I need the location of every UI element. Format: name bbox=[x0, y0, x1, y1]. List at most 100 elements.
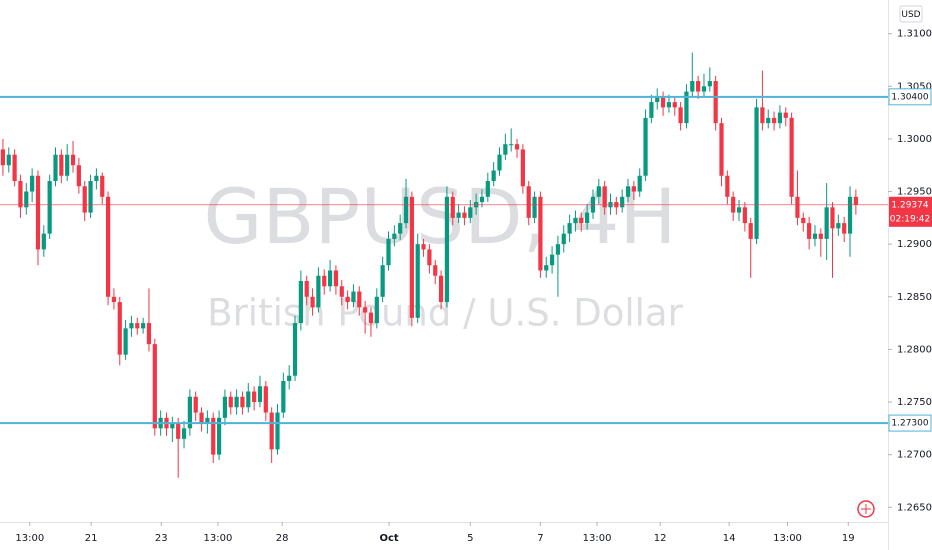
candle-body bbox=[707, 81, 712, 87]
y-tick-label: 1.30000 bbox=[897, 134, 932, 145]
candle-body bbox=[672, 102, 677, 108]
candle-body bbox=[310, 296, 315, 308]
y-tick-label: 1.26500 bbox=[897, 502, 932, 513]
x-tick-label: 12 bbox=[654, 533, 667, 544]
candle-body bbox=[427, 249, 432, 266]
candle-body bbox=[701, 86, 707, 92]
candle-body bbox=[252, 391, 257, 403]
symbol-watermark: GBPUSD, 4H bbox=[203, 172, 676, 261]
candle-body bbox=[187, 396, 192, 429]
candle-body bbox=[678, 107, 683, 124]
candle-body bbox=[170, 423, 175, 429]
candle-body bbox=[497, 154, 502, 171]
y-tick-label: 1.30500 bbox=[897, 81, 932, 92]
level-label: 1.30400 bbox=[891, 92, 928, 102]
candle-body bbox=[234, 396, 239, 408]
x-tick-label: 13:00 bbox=[773, 533, 802, 544]
candle-body bbox=[357, 291, 362, 308]
candle-body bbox=[771, 117, 777, 124]
candle-body bbox=[199, 412, 204, 424]
candle-body bbox=[520, 149, 525, 187]
candle-body bbox=[433, 265, 438, 276]
candle-body bbox=[748, 223, 753, 239]
candle-body bbox=[742, 207, 747, 224]
candle-body bbox=[625, 186, 631, 197]
candle-body bbox=[82, 186, 87, 213]
candle-body bbox=[322, 275, 327, 287]
x-tick-label: 7 bbox=[537, 533, 543, 544]
y-tick-label: 1.29000 bbox=[897, 239, 932, 250]
x-tick-label: 13:00 bbox=[583, 533, 612, 544]
candle-body bbox=[76, 165, 81, 187]
y-tick-label: 1.28500 bbox=[897, 292, 932, 303]
candle-body bbox=[12, 154, 17, 182]
candle-body bbox=[760, 107, 765, 124]
currency-box[interactable] bbox=[899, 5, 923, 23]
candle-body bbox=[789, 117, 794, 197]
candle-body bbox=[853, 196, 858, 205]
candle-body bbox=[538, 196, 543, 271]
y-tick-label: 1.29500 bbox=[897, 187, 932, 198]
candle-body bbox=[327, 270, 333, 287]
candle-body bbox=[368, 312, 374, 324]
candle-body bbox=[304, 280, 309, 297]
candle-body bbox=[532, 196, 537, 218]
candle-body bbox=[456, 212, 461, 218]
candle-body bbox=[713, 81, 718, 124]
candle-body bbox=[631, 186, 636, 192]
candle-body bbox=[392, 233, 397, 239]
candle-body bbox=[246, 391, 251, 408]
candle-body bbox=[152, 344, 157, 429]
candle-body bbox=[620, 196, 625, 208]
x-tick-label: 14 bbox=[723, 533, 736, 544]
candle-body bbox=[824, 207, 829, 239]
y-tick-label: 1.28000 bbox=[897, 344, 932, 355]
candle-body bbox=[847, 196, 853, 234]
candle-body bbox=[403, 196, 409, 224]
candle-body bbox=[719, 123, 724, 176]
candle-body bbox=[660, 96, 666, 108]
y-tick-label: 1.27500 bbox=[897, 397, 932, 408]
candle-body bbox=[59, 154, 64, 176]
candle-body bbox=[146, 323, 152, 345]
candle-body bbox=[795, 196, 800, 218]
candle-body bbox=[123, 328, 128, 355]
candle-body bbox=[269, 412, 274, 450]
candle-body bbox=[298, 280, 303, 324]
candle-body bbox=[380, 265, 385, 297]
x-tick-label: Oct bbox=[379, 533, 398, 544]
candle-body bbox=[421, 244, 426, 250]
candle-body bbox=[544, 265, 549, 271]
candle-body bbox=[176, 423, 181, 439]
candle-body bbox=[275, 412, 280, 450]
candle-body bbox=[141, 323, 146, 329]
candle-body bbox=[415, 244, 420, 318]
candle-body bbox=[205, 417, 210, 424]
candle-body bbox=[339, 286, 344, 297]
x-tick-label: 28 bbox=[276, 533, 289, 544]
candle-body bbox=[462, 212, 467, 218]
candle-body bbox=[684, 91, 689, 124]
candle-body bbox=[485, 181, 490, 197]
candle-body bbox=[0, 149, 6, 166]
candle-body bbox=[491, 170, 496, 182]
candle-body bbox=[6, 154, 11, 166]
candle-body bbox=[818, 233, 823, 239]
candle-body bbox=[30, 175, 35, 192]
candle-body bbox=[263, 386, 268, 413]
y-tick-label: 1.31000 bbox=[897, 29, 932, 40]
candle-body bbox=[94, 175, 99, 182]
countdown-label: 02:19:42 bbox=[890, 214, 930, 224]
candle-body bbox=[561, 233, 566, 245]
candle-body bbox=[690, 81, 695, 92]
candle-body bbox=[24, 191, 29, 208]
candle-body bbox=[503, 144, 508, 155]
candle-body bbox=[88, 181, 93, 213]
x-tick-label: 5 bbox=[467, 533, 473, 544]
candle-body bbox=[567, 223, 572, 234]
logo-circle bbox=[857, 500, 875, 518]
currency-label: USD bbox=[901, 10, 920, 20]
candle-body bbox=[35, 175, 41, 250]
